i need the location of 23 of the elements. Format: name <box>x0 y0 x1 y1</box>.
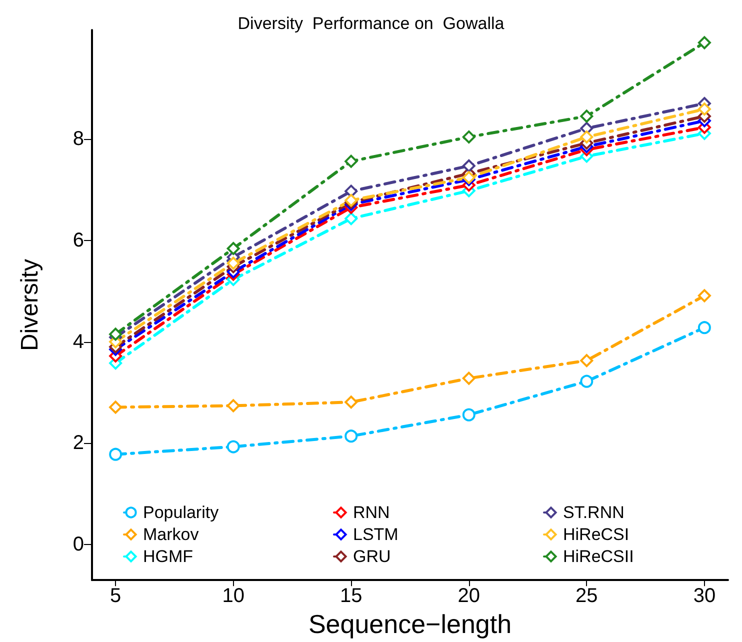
x-tick-label: 30 <box>693 585 716 608</box>
y-tick-label: 4 <box>72 330 84 353</box>
x-tick-label: 20 <box>458 585 480 608</box>
legend-label: HiReCSI <box>563 525 630 544</box>
legend-label: Markov <box>143 525 200 544</box>
y-tick-label: 2 <box>72 432 84 454</box>
legend-label: HiReCSII <box>563 547 634 566</box>
y-tick-label: 6 <box>72 229 84 252</box>
x-tick-label: 25 <box>576 585 598 608</box>
legend-label: LSTM <box>353 525 398 544</box>
legend-label: HGMF <box>143 547 194 566</box>
legend-label: GRU <box>353 547 391 566</box>
chart-title: Diversity Performance on Gowalla <box>238 14 505 33</box>
legend-label: ST.RNN <box>563 503 624 522</box>
x-axis-title: Sequence−length <box>308 609 512 639</box>
legend-label: RNN <box>353 503 390 522</box>
x-tick-label: 10 <box>222 585 244 608</box>
y-tick-label: 8 <box>72 128 84 150</box>
legend-label: Popularity <box>143 503 220 522</box>
y-axis-title: Diversity <box>16 259 44 352</box>
x-tick-label: 5 <box>110 585 122 608</box>
x-tick-label: 15 <box>340 585 362 608</box>
y-tick-label: 0 <box>72 534 84 556</box>
